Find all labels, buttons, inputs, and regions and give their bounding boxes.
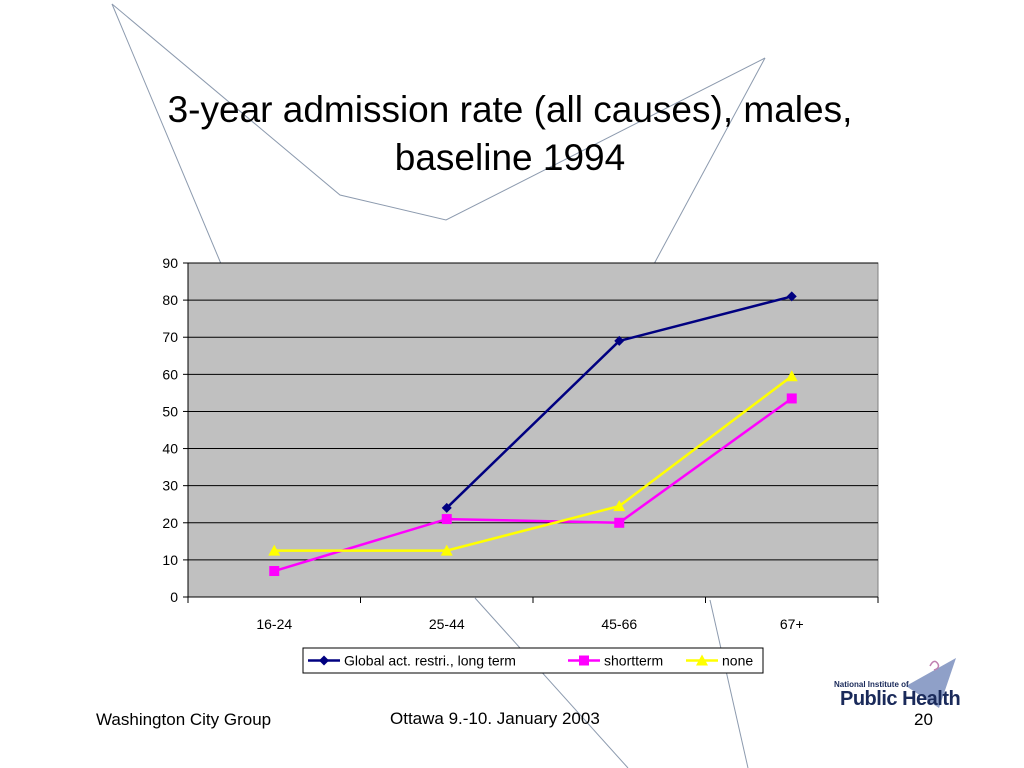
data-point-series-2 — [614, 517, 625, 528]
legend-marker-2 — [579, 655, 589, 666]
page-number: 20 — [914, 710, 933, 729]
y-tick-label: 30 — [162, 478, 178, 494]
data-point-series-3 — [613, 500, 626, 512]
legend-marker-3 — [696, 654, 708, 666]
y-tick-label: 20 — [162, 515, 178, 531]
nip-logo: National Institute of Public Health — [834, 656, 964, 716]
x-tick-label: 16-24 — [256, 616, 292, 632]
series-line-3 — [274, 375, 793, 552]
plot-area — [187, 262, 879, 598]
y-tick-label: 50 — [162, 403, 178, 419]
data-point-series-3 — [268, 544, 281, 556]
data-point-series-2 — [786, 393, 797, 404]
legend-marker-1 — [319, 655, 329, 666]
data-point-series-1 — [441, 502, 452, 513]
data-point-series-1 — [614, 335, 625, 346]
y-tick-label: 10 — [162, 552, 178, 568]
y-tick-label: 60 — [162, 366, 178, 382]
legend-label-2: shortterm — [604, 653, 663, 669]
x-tick-label: 25-44 — [429, 616, 465, 632]
logo-text-large: Public Health — [840, 688, 961, 710]
legend-label-1: Global act. restri., long term — [344, 653, 516, 669]
data-point-series-3 — [785, 370, 798, 382]
data-point-series-1 — [786, 291, 797, 302]
data-point-series-3 — [440, 544, 453, 556]
y-tick-label: 90 — [162, 255, 178, 271]
data-point-series-2 — [269, 566, 280, 577]
footer-left-text: Washington City Group — [96, 710, 272, 729]
x-tick-label: 67+ — [780, 616, 804, 632]
y-tick-label: 40 — [162, 441, 178, 457]
series-line-2 — [273, 397, 793, 573]
data-point-series-2 — [441, 514, 452, 525]
y-tick-label: 70 — [162, 329, 178, 345]
footer-center-text: Ottawa 9.-10. January 2003 — [390, 709, 600, 728]
legend-label-3: none — [722, 653, 753, 669]
logo-text-small: National Institute of — [834, 680, 909, 689]
y-tick-label: 0 — [170, 589, 178, 605]
x-tick-label: 45-66 — [601, 616, 637, 632]
y-tick-label: 80 — [162, 292, 178, 308]
slide-title: 3-year admission rate (all causes), male… — [167, 89, 853, 178]
logo-bird-icon — [906, 658, 956, 708]
